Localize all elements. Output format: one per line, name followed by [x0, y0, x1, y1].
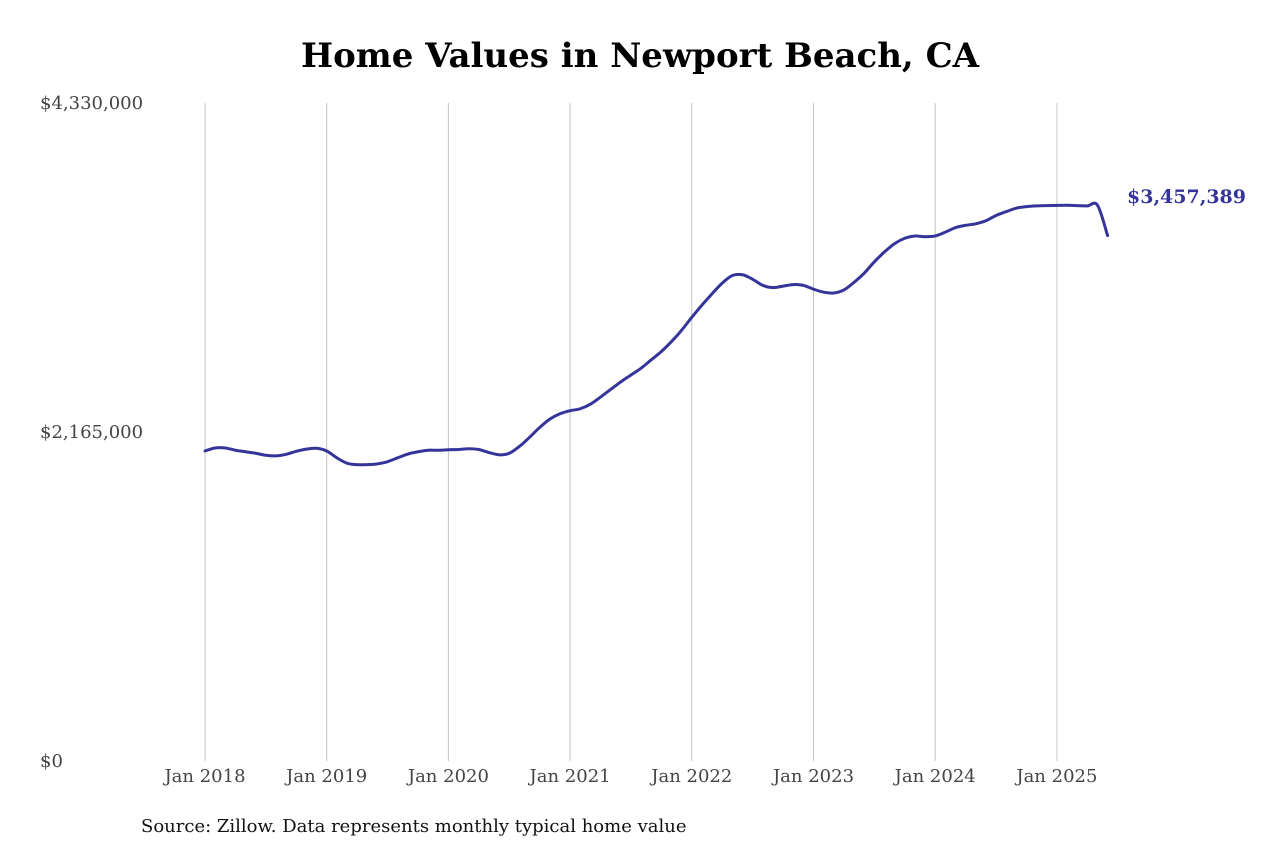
x-tick-label: Jan 2021: [528, 766, 611, 787]
y-tick-label: $0: [40, 751, 63, 772]
series-line: [203, 201, 1110, 467]
x-axis: Jan 2018 Jan 2019 Jan 2020 Jan 2021 Jan 2022…: [162, 766, 1097, 787]
x-tick-label: Jan 2025: [1014, 766, 1097, 787]
y-axis: $0 $2,165,000 $4,330,000: [40, 93, 143, 772]
x-tick-label: Jan 2024: [893, 766, 976, 787]
end-value-label: $3,457,389: [1127, 186, 1246, 208]
series-line-group: [203, 201, 1110, 467]
chart-title: Home Values in Newport Beach, CA: [300, 36, 980, 76]
source-note: Source: Zillow. Data represents monthly …: [141, 816, 687, 837]
y-tick-label: $4,330,000: [40, 93, 143, 114]
y-tick-label: $2,165,000: [40, 422, 143, 443]
x-tick-label: Jan 2022: [649, 766, 732, 787]
x-tick-label: Jan 2019: [284, 766, 367, 787]
x-tick-label: Jan 2023: [771, 766, 854, 787]
x-tick-label: Jan 2020: [406, 766, 489, 787]
end-label-group: $3,457,389: [1127, 186, 1246, 208]
x-tick-label: Jan 2018: [162, 766, 245, 787]
grid-lines: [204, 103, 1058, 761]
